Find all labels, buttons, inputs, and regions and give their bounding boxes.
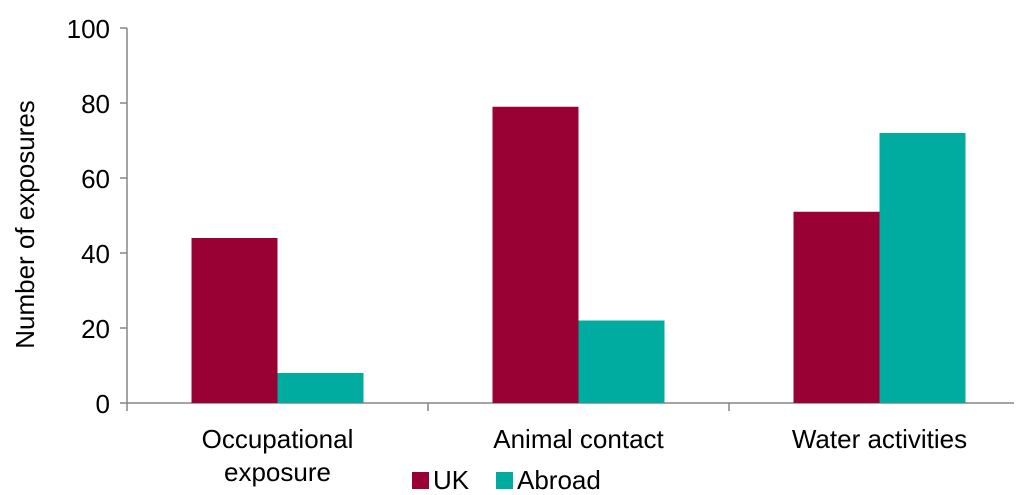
- y-tick-label: 20: [81, 314, 110, 344]
- x-tick-label: Water activities: [792, 424, 967, 454]
- bar-abroad-0: [277, 373, 364, 403]
- legend-label-abroad: Abroad: [517, 465, 601, 495]
- bar-uk-0: [191, 238, 278, 403]
- bar-abroad-2: [879, 133, 966, 403]
- bar-uk-1: [492, 106, 579, 403]
- x-tick-label: exposure: [224, 457, 331, 487]
- legend-swatch-uk: [412, 472, 429, 489]
- bar-uk-2: [793, 211, 880, 403]
- x-tick-label: Animal contact: [493, 424, 664, 454]
- y-axis-title: Number of exposures: [10, 100, 40, 349]
- legend-label-uk: UK: [433, 465, 470, 495]
- chart-legend: UK Abroad: [412, 465, 601, 495]
- chart-bars: [191, 106, 966, 403]
- y-tick-label: 80: [81, 89, 110, 119]
- y-tick-label: 60: [81, 164, 110, 194]
- x-tick-label: Occupational: [202, 424, 354, 454]
- y-tick-label: 0: [96, 389, 110, 419]
- bar-abroad-1: [578, 320, 665, 403]
- y-tick-label: 100: [67, 14, 110, 44]
- legend-swatch-abroad: [496, 472, 513, 489]
- y-tick-label: 40: [81, 239, 110, 269]
